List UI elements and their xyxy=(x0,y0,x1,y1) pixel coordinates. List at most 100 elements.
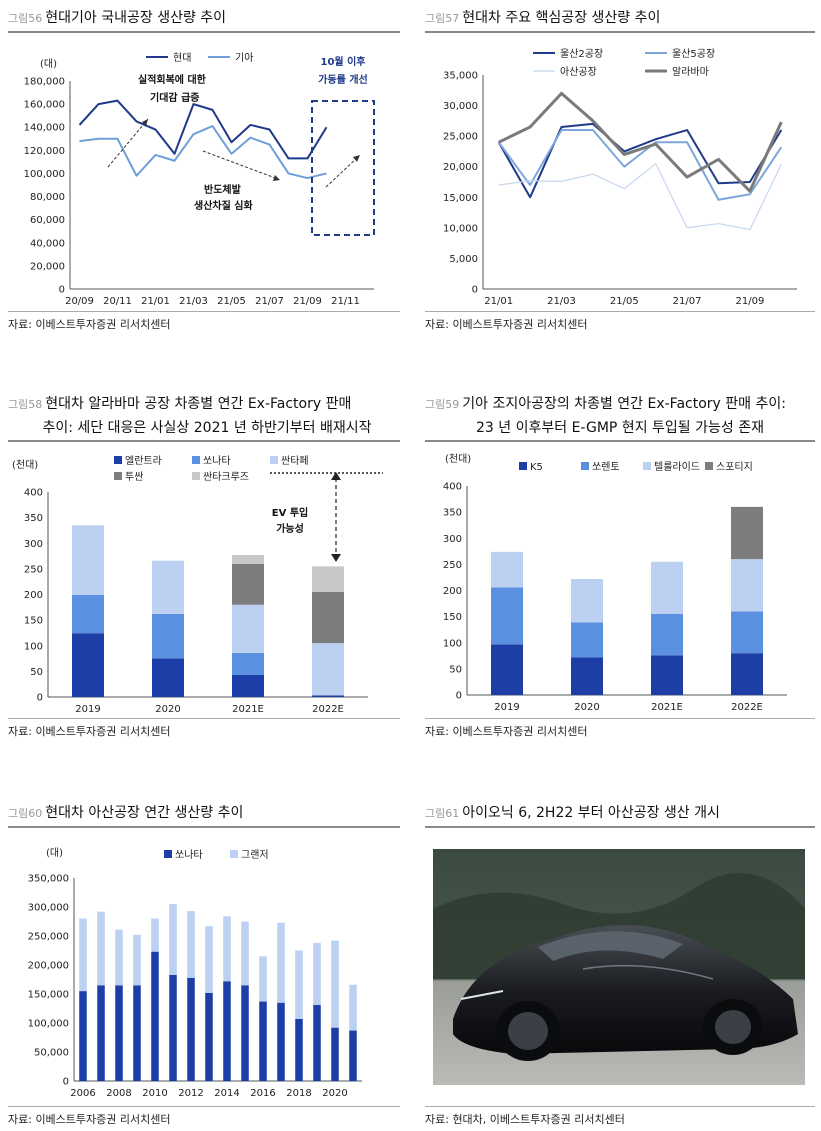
x-tick-label: 2022E xyxy=(731,702,763,713)
y-tick-label: 350,000 xyxy=(28,874,69,885)
y-tick-label: 10,000 xyxy=(443,223,478,234)
x-tick-label: 20/09 xyxy=(65,296,94,307)
bar-segment-1 xyxy=(187,977,195,1081)
legend-label: 울산5공장 xyxy=(672,48,715,60)
y-tick-label: 350 xyxy=(24,513,43,524)
bar-segment-1 xyxy=(232,674,264,697)
y-tick-label: 250,000 xyxy=(28,932,69,943)
line-chart: 0 20,000 40,000 60,000 80,000 100,000 120,000 1… xyxy=(24,52,375,307)
figure-title: 그림58 현대차 알라바마 공장 차종별 연간 Ex-Factory 판매 xyxy=(8,393,400,413)
bar-segment-3 xyxy=(651,561,683,615)
figure-title-text: 아이오닉 6, 2H22 부터 아산공장 생산 개시 xyxy=(462,805,720,821)
title-rule xyxy=(425,826,815,828)
highlight-box xyxy=(311,100,375,236)
bar-segment-1 xyxy=(651,655,683,695)
figure-title-line2: 추이: 세단 대응은 사실상 2021 년 하반기부터 배재시작 xyxy=(42,420,372,436)
bar-segment-3 xyxy=(152,560,184,614)
stacked-bar-chart: 0 50 100 150 200 250 300 350 400 (천대) 2019 2020 2021… xyxy=(443,453,787,713)
y-tick-label: 30,000 xyxy=(443,101,478,112)
figure-number: 그림59 xyxy=(425,398,460,411)
y-tick-label: 150 xyxy=(443,612,462,623)
bar-segment-2 xyxy=(349,984,357,1031)
y-tick-label: 200 xyxy=(24,590,43,601)
bar-segment-2 xyxy=(79,918,87,992)
bar-segment-2 xyxy=(133,934,141,986)
legend-swatch xyxy=(705,462,713,470)
figure-57: 그림57 현대차 주요 핵심공장 생산량 추이 0 5,000 10,000 15,00… xyxy=(425,5,815,335)
y-tick-label: 5,000 xyxy=(449,254,478,265)
stacked-bar-chart: 0 50,000 100,000 150,000 200,000 250,000 300,0… xyxy=(28,847,362,1099)
figure-number: 그림58 xyxy=(8,398,43,411)
figure-title-line2: 23 년 이후부터 E-GMP 현지 투입될 가능성 존재 xyxy=(476,420,764,436)
legend-swatch xyxy=(192,472,200,480)
bar-segment-1 xyxy=(349,1030,357,1081)
title-rule xyxy=(8,826,400,828)
y-tick-label: 300 xyxy=(24,539,43,550)
source-note: 자료: 이베스트투자증권 리서치센터 xyxy=(8,318,171,331)
bar-segment-2 xyxy=(169,904,177,975)
y-tick-label: 100 xyxy=(24,641,43,652)
legend-label: 현대 xyxy=(173,52,191,64)
series-line-3 xyxy=(498,163,782,231)
bar-segment-2 xyxy=(151,918,159,952)
y-tick-label: 35,000 xyxy=(443,71,478,82)
bar-segment-3 xyxy=(571,579,603,623)
figure-59: 그림59 기아 조지아공장의 차종별 연간 Ex-Factory 판매 추이: 2… xyxy=(425,393,815,743)
y-tick-label: 250 xyxy=(443,560,462,571)
legend-swatch xyxy=(581,462,589,470)
x-tick-label: 21/11 xyxy=(331,296,360,307)
x-tick-label: 21/09 xyxy=(293,296,322,307)
bar-segment-1 xyxy=(133,985,141,1081)
bar-segment-2 xyxy=(731,611,763,654)
source-note: 자료: 이베스트투자증권 리서치센터 xyxy=(8,1113,171,1126)
bar-segment-2 xyxy=(72,595,104,634)
series-line-2 xyxy=(497,129,783,201)
arrow-head xyxy=(331,472,341,480)
y-tick-label: 200,000 xyxy=(28,961,69,972)
legend-swatch xyxy=(643,462,651,470)
x-tick-label: 21/07 xyxy=(673,296,702,307)
bar-segment-3 xyxy=(491,551,523,588)
y-axis-label: (대) xyxy=(46,847,63,859)
x-tick-label: 2020 xyxy=(574,702,599,713)
y-tick-label: 120,000 xyxy=(24,146,65,157)
source-note: 자료: 이베스트투자증권 리서치센터 xyxy=(8,725,171,738)
y-tick-label: 0 xyxy=(63,1077,69,1088)
y-tick-label: 300 xyxy=(443,534,462,545)
bar-segment-2 xyxy=(571,622,603,658)
bar-segment-1 xyxy=(312,695,344,697)
y-tick-label: 160,000 xyxy=(24,100,65,111)
annotation-label: 생산차질 심화 xyxy=(194,199,253,212)
figure-title: 그림57 현대차 주요 핵심공장 생산량 추이 xyxy=(425,7,815,27)
bar-segment-2 xyxy=(97,911,105,986)
series-line-1 xyxy=(78,99,328,160)
bar-segment-3 xyxy=(731,559,763,612)
annotation-label: EV 투입 xyxy=(272,506,308,519)
figure-number: 그림56 xyxy=(8,12,43,25)
figure-title-text: 현대차 아산공장 연간 생산량 추이 xyxy=(45,805,244,821)
y-tick-label: 200 xyxy=(443,586,462,597)
source-rule xyxy=(425,311,815,312)
figure-number: 그림57 xyxy=(425,12,460,25)
legend-label: 아산공장 xyxy=(560,66,597,78)
arrow-head xyxy=(273,175,280,181)
title-rule xyxy=(425,440,815,442)
title-rule xyxy=(8,440,400,442)
y-tick-label: 20,000 xyxy=(30,261,65,272)
annotation-label: 가능성 xyxy=(276,522,304,535)
stacked-bar-chart: 0 50 100 150 200 250 300 350 400 (천대) 2019 2020 2021… xyxy=(12,454,383,715)
bar-segment-3 xyxy=(312,643,344,696)
annotation-label: 가동률 개선 xyxy=(318,73,367,86)
bar-segment-4 xyxy=(312,591,344,644)
y-tick-label: 100,000 xyxy=(24,169,65,180)
legend-swatch xyxy=(230,850,238,858)
source-note: 자료: 현대차, 이베스트투자증권 리서치센터 xyxy=(425,1113,625,1126)
bar-segment-3 xyxy=(232,604,264,653)
x-tick-label: 2021E xyxy=(232,704,264,715)
y-tick-label: 80,000 xyxy=(30,192,65,203)
source-rule xyxy=(425,1106,815,1107)
y-tick-label: 0 xyxy=(37,693,43,704)
annotation-arrow xyxy=(325,156,359,188)
y-tick-label: 25,000 xyxy=(443,132,478,143)
bar-segment-1 xyxy=(731,653,763,695)
